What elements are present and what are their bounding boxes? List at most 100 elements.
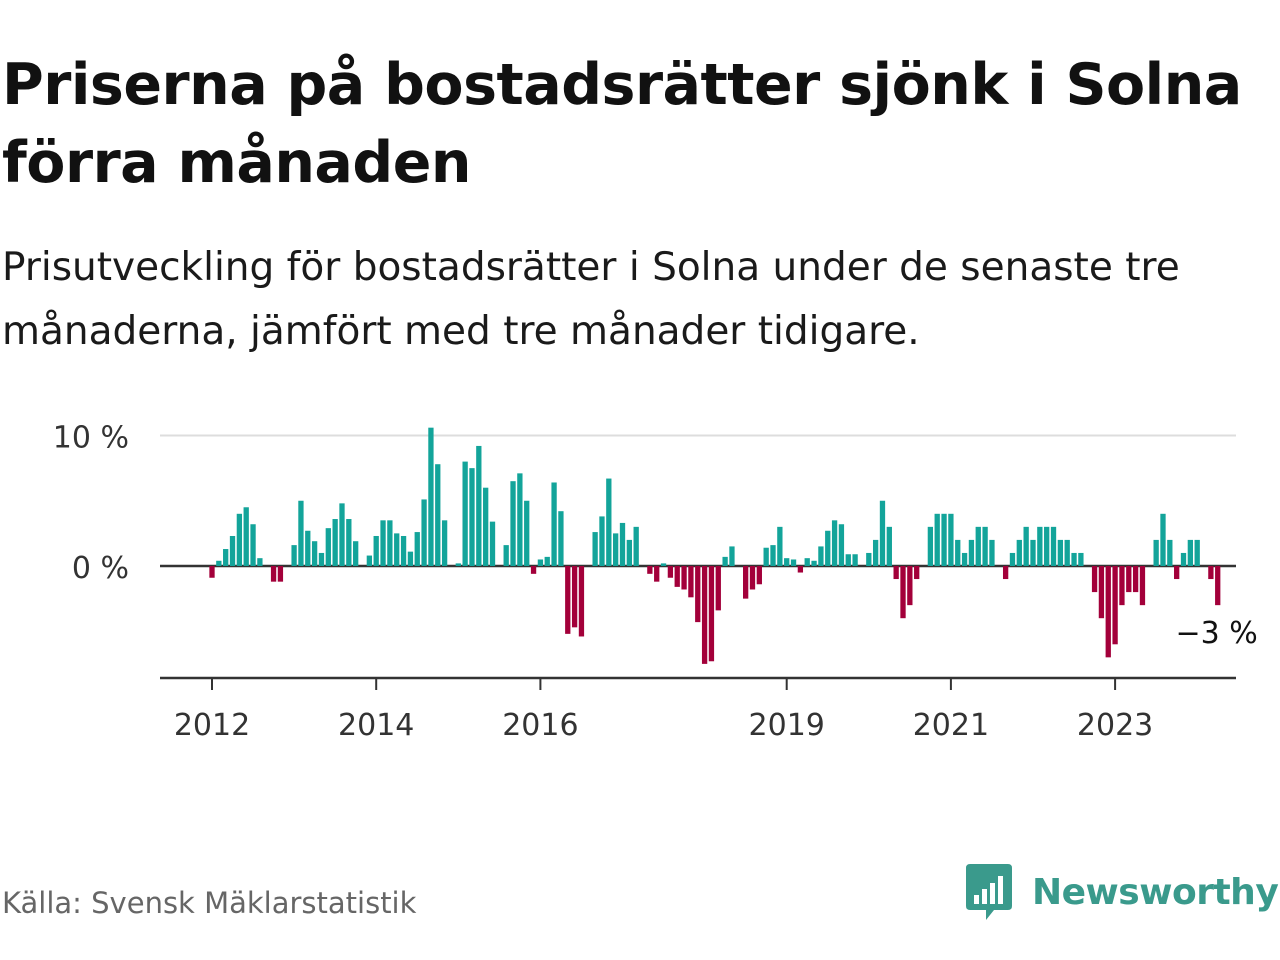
bar <box>441 520 448 567</box>
x-tick-label: 2021 <box>913 708 989 743</box>
bar <box>469 468 475 567</box>
bar <box>1194 539 1200 566</box>
bar <box>907 566 913 606</box>
bar <box>1180 552 1187 566</box>
bar <box>1044 526 1050 566</box>
bars <box>209 427 1221 664</box>
bar <box>558 511 564 566</box>
bar <box>1139 566 1146 606</box>
latest-value-label: −3 % <box>1175 616 1257 651</box>
bar <box>277 566 284 582</box>
bar <box>373 535 379 567</box>
bar <box>893 566 899 580</box>
bar <box>654 566 660 582</box>
labels: 0 % 10 % 2012 2014 2016 2019 2021 2023 −3 % <box>53 421 1258 744</box>
bar <box>1167 539 1173 566</box>
bar <box>332 519 338 566</box>
bar <box>633 526 639 566</box>
bar <box>1037 526 1043 566</box>
bar <box>831 520 838 567</box>
bar <box>955 539 961 566</box>
bar <box>1119 566 1125 606</box>
bar <box>660 563 667 566</box>
bar <box>674 566 680 587</box>
bar <box>1023 526 1029 566</box>
bar <box>291 545 297 566</box>
gridlines <box>160 434 1236 568</box>
bar <box>667 566 674 578</box>
bar-chart: 0 % 10 % 2012 2014 2016 2019 2021 2023 −3 % <box>53 421 1258 744</box>
bar <box>872 539 879 566</box>
bar <box>811 560 817 566</box>
bar <box>845 554 851 566</box>
bar <box>455 563 461 566</box>
bar <box>1030 539 1036 566</box>
bar <box>1071 552 1077 566</box>
bar <box>756 566 762 585</box>
bar <box>407 551 414 566</box>
bar <box>1078 552 1084 566</box>
bar <box>722 556 728 566</box>
x-tick-label: 2019 <box>749 708 825 743</box>
bar <box>948 513 954 566</box>
bar <box>838 524 845 566</box>
bar <box>1112 566 1118 645</box>
bar <box>565 566 571 634</box>
bar <box>394 533 400 567</box>
bar <box>1091 566 1098 593</box>
bar <box>223 549 229 566</box>
x-tick-label: 2012 <box>174 708 250 743</box>
bar <box>503 545 509 566</box>
bar <box>777 526 783 566</box>
bar <box>599 516 605 566</box>
bar <box>483 487 489 566</box>
bar <box>1009 552 1016 566</box>
bar <box>825 530 831 566</box>
chart-title: Priserna på bostadsrätter sjönk i Solna … <box>2 52 1242 196</box>
bar <box>818 546 824 566</box>
bar <box>243 507 249 566</box>
bar <box>784 558 790 566</box>
bar <box>619 522 626 566</box>
bar <box>1050 526 1057 566</box>
bar <box>339 503 345 566</box>
bar <box>270 566 277 582</box>
bar <box>435 464 441 566</box>
bar <box>428 427 434 566</box>
bar <box>571 566 578 628</box>
chart-bubble-icon <box>966 864 1012 920</box>
bar <box>1016 539 1022 566</box>
bar <box>257 558 263 566</box>
bar <box>934 513 940 566</box>
x-tick-label: 2016 <box>502 708 578 743</box>
bar <box>1132 566 1139 593</box>
bar <box>421 499 427 566</box>
bar <box>715 566 721 611</box>
bar <box>804 558 810 566</box>
bar <box>989 539 995 566</box>
bar <box>489 521 496 566</box>
bar <box>462 461 468 566</box>
bar <box>763 547 769 566</box>
source-note: Källa: Svensk Mäklarstatistik <box>2 886 417 920</box>
bar <box>797 566 804 573</box>
bar <box>613 533 619 567</box>
bar <box>229 535 236 567</box>
bar <box>476 445 482 566</box>
bar <box>626 539 632 566</box>
bar <box>852 554 858 566</box>
x-axis <box>160 676 1236 690</box>
bar <box>1153 539 1159 566</box>
bar <box>318 552 325 566</box>
brand-logo: Newsworthy <box>964 862 1279 922</box>
bar <box>551 482 557 566</box>
bar <box>927 526 934 566</box>
bar <box>517 473 523 567</box>
bar <box>524 500 530 566</box>
bar <box>236 513 243 566</box>
bar <box>216 560 222 566</box>
bar <box>770 545 776 566</box>
bar <box>681 566 687 590</box>
bar <box>530 566 537 574</box>
bar <box>1187 539 1193 566</box>
